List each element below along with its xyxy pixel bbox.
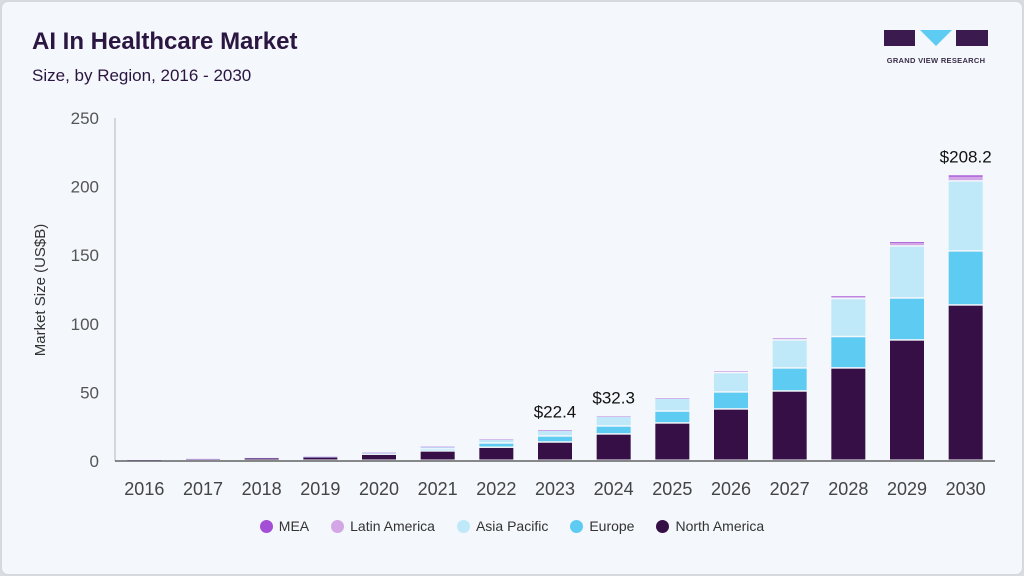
data-label: $22.4	[534, 402, 577, 421]
bar-segment-europe	[831, 337, 866, 368]
bar-segment-asia-pacific	[714, 373, 748, 392]
legend-item[interactable]: North America	[656, 518, 764, 534]
bar-segment-europe	[714, 392, 748, 409]
x-tick-label: 2020	[359, 479, 399, 499]
bar-segment-asia-pacific	[538, 430, 572, 436]
bar-segment-north-america	[303, 457, 338, 460]
y-tick-label: 150	[71, 246, 99, 265]
legend-label: Asia Pacific	[475, 518, 549, 534]
bar-segment-asia-pacific	[772, 340, 807, 368]
x-tick-label: 2028	[828, 479, 868, 499]
x-tick-label: 2026	[711, 479, 751, 499]
bar-segment-asia-pacific	[655, 398, 690, 411]
bar-segment-europe	[890, 298, 924, 340]
chart-title: AI In Healthcare Market	[32, 28, 298, 55]
y-tick-label: 100	[71, 315, 99, 334]
legend-item[interactable]: Latin America	[331, 518, 435, 534]
bar-segment-asia-pacific	[479, 440, 514, 443]
bar-segment-asia-pacific	[831, 299, 866, 336]
legend: MEA Latin America Asia Pacific Europe North …	[2, 518, 1022, 534]
bar-segment-asia-pacific	[948, 181, 983, 251]
bar-segment-europe	[772, 368, 807, 391]
bar-segment-europe	[655, 411, 690, 423]
bar-segment-north-america	[479, 447, 514, 460]
legend-swatch-icon	[331, 519, 345, 533]
x-tick-label: 2030	[946, 479, 986, 499]
x-tick-label: 2017	[183, 479, 223, 499]
legend-label: Latin America	[350, 518, 435, 534]
bar-segment-europe	[948, 251, 983, 305]
bar-segment-north-america	[596, 434, 631, 460]
bar-segment-north-america	[831, 368, 866, 460]
legend-item[interactable]: Asia Pacific	[456, 518, 549, 534]
x-tick-label: 2019	[300, 479, 340, 499]
legend-swatch-icon	[456, 519, 470, 533]
bar-segment-europe	[479, 443, 514, 447]
bar-segment-asia-pacific	[420, 447, 455, 449]
y-tick-label: 0	[90, 452, 99, 471]
bar-segment-europe	[538, 436, 572, 442]
bar-segment-latin-america	[831, 296, 866, 298]
bar-segment-mea	[890, 242, 924, 243]
y-tick-label: 200	[71, 178, 99, 197]
x-tick-label: 2024	[594, 479, 634, 499]
bar-segment-north-america	[714, 409, 748, 460]
x-tick-label: 2029	[887, 479, 927, 499]
legend-label: Europe	[589, 518, 635, 534]
x-tick-label: 2023	[535, 479, 575, 499]
data-label: $32.3	[592, 389, 635, 408]
x-tick-label: 2018	[242, 479, 282, 499]
legend-item[interactable]: MEA	[259, 518, 310, 534]
bar-segment-europe	[596, 426, 631, 434]
x-tick-label: 2021	[418, 479, 458, 499]
bar-segment-north-america	[538, 442, 572, 460]
grand-view-research-logo: GRAND VIEW RESEARCH	[884, 28, 988, 65]
bar-segment-asia-pacific	[890, 246, 924, 298]
bar-segment-north-america	[948, 305, 983, 460]
legend-item[interactable]: Europe	[570, 518, 634, 534]
logo-mark-icon	[884, 30, 988, 46]
bar-segment-north-america	[890, 340, 924, 460]
legend-label: North America	[675, 518, 765, 534]
x-tick-label: 2025	[652, 479, 692, 499]
legend-swatch-icon	[259, 519, 273, 533]
x-tick-label: 2027	[770, 479, 810, 499]
bar-segment-latin-america	[890, 242, 924, 246]
bar-segment-asia-pacific	[596, 416, 631, 426]
bar-segment-north-america	[655, 423, 690, 460]
bar-segment-north-america	[362, 454, 396, 460]
logo-text: GRAND VIEW RESEARCH	[886, 56, 986, 65]
bar-segment-north-america	[244, 458, 279, 460]
bar-segment-north-america	[420, 451, 455, 460]
x-tick-label: 2016	[124, 479, 164, 499]
y-axis-title: Market Size (US$B)	[32, 224, 49, 357]
bar-segment-north-america	[772, 391, 807, 460]
bar-segment-mea	[831, 296, 866, 297]
legend-swatch-icon	[570, 519, 584, 533]
legend-label: MEA	[278, 518, 310, 534]
bar-segment-mea	[948, 175, 983, 177]
bar-segment-latin-america	[948, 176, 983, 181]
y-tick-label: 50	[80, 383, 99, 402]
stacked-bar-chart: 0 50 100 150 200 250 Market Size (US$B) 2016 201…	[32, 109, 995, 499]
data-label: $208.2	[940, 147, 992, 166]
x-tick-label: 2022	[476, 479, 516, 499]
y-tick-label: 250	[71, 109, 99, 128]
legend-swatch-icon	[656, 519, 670, 533]
chart-subtitle: Size, by Region, 2016 - 2030	[32, 66, 252, 85]
